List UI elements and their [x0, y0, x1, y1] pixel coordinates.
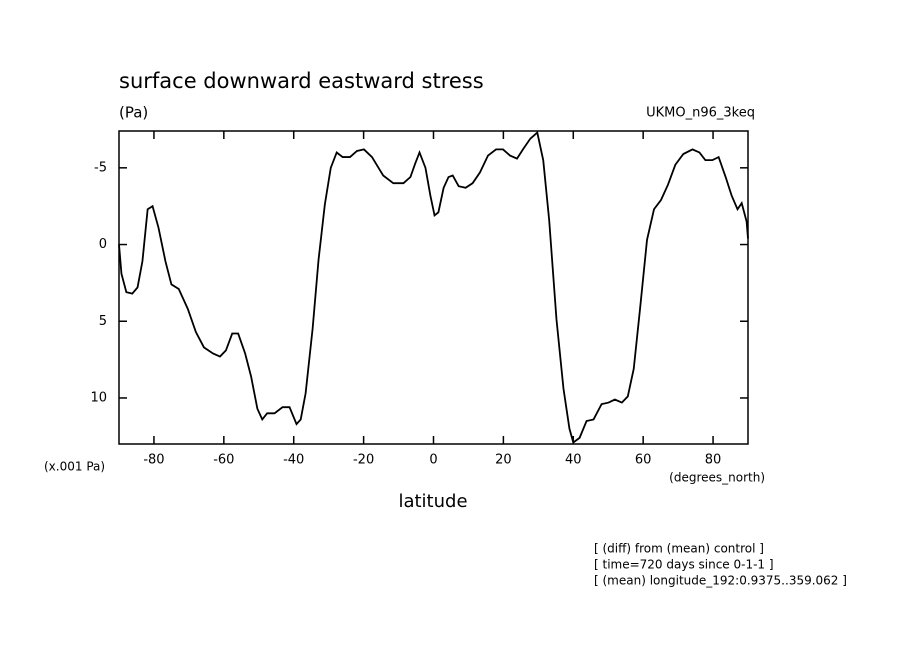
footnote: [ time=720 days since 0-1-1 ]: [594, 558, 774, 572]
y-tick-label: 10: [90, 390, 107, 405]
x-tick-label: -60: [213, 453, 234, 468]
plot-frame: [118, 130, 749, 445]
x-tick-label: 0: [429, 453, 437, 468]
x-tick-label: 60: [635, 453, 652, 468]
x-units-label: (degrees_north): [669, 471, 765, 485]
y-scale-label: (x.001 Pa): [44, 460, 105, 474]
y-tick-label: 0: [99, 237, 107, 252]
footnote: [ (mean) longitude_192:0.9375..359.062 ]: [594, 574, 847, 588]
dataset-label: UKMO_n96_3keq: [646, 106, 755, 121]
data-line: [118, 130, 749, 444]
chart-title: surface downward eastward stress: [119, 69, 484, 93]
y-tick-label: 5: [99, 314, 107, 329]
x-tick-label: 80: [705, 453, 722, 468]
x-tick-label: -40: [283, 453, 304, 468]
x-tick-label: -20: [353, 453, 374, 468]
y-tick-label: -5: [94, 160, 107, 175]
units-label: (Pa): [119, 104, 148, 122]
x-tick-label: 40: [565, 453, 582, 468]
footnote: [ (diff) from (mean) control ]: [594, 542, 764, 556]
x-tick-label: -80: [143, 453, 164, 468]
x-tick-label: 20: [495, 453, 512, 468]
x-axis-label: latitude: [398, 491, 467, 512]
